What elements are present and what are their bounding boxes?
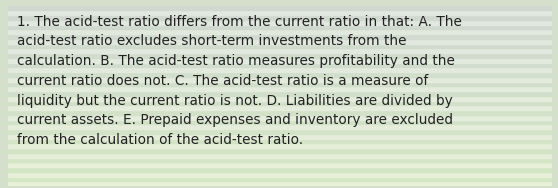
Bar [8, 143, 552, 148]
Bar [8, 162, 552, 167]
Bar [8, 172, 552, 177]
Bar [8, 6, 552, 10]
Bar [8, 58, 552, 63]
Bar [8, 82, 552, 86]
Bar [8, 29, 552, 34]
Bar [8, 20, 552, 25]
Bar [8, 53, 552, 58]
Bar [8, 167, 552, 172]
Bar [8, 10, 552, 15]
Bar [8, 120, 552, 124]
Bar [8, 110, 552, 115]
Bar [8, 115, 552, 120]
Bar [8, 91, 552, 96]
Text: 1. The acid-test ratio differs from the current ratio in that: A. The
acid-test : 1. The acid-test ratio differs from the … [17, 15, 461, 147]
Bar [8, 48, 552, 53]
Bar [8, 101, 552, 105]
Bar [8, 158, 552, 162]
Bar [8, 86, 552, 91]
Bar [8, 77, 552, 82]
Bar [8, 105, 552, 110]
Bar [8, 15, 552, 20]
Bar [8, 63, 552, 67]
Bar [8, 44, 552, 48]
Bar [8, 148, 552, 153]
Bar [8, 139, 552, 143]
Bar [8, 124, 552, 129]
Bar [8, 153, 552, 158]
Bar [8, 181, 552, 186]
Bar [8, 25, 552, 29]
Bar [8, 67, 552, 72]
Bar [8, 129, 552, 134]
Bar [8, 34, 552, 39]
Bar [8, 39, 552, 44]
Bar [8, 96, 552, 101]
Bar [8, 72, 552, 77]
Bar [8, 177, 552, 181]
Bar [8, 134, 552, 139]
